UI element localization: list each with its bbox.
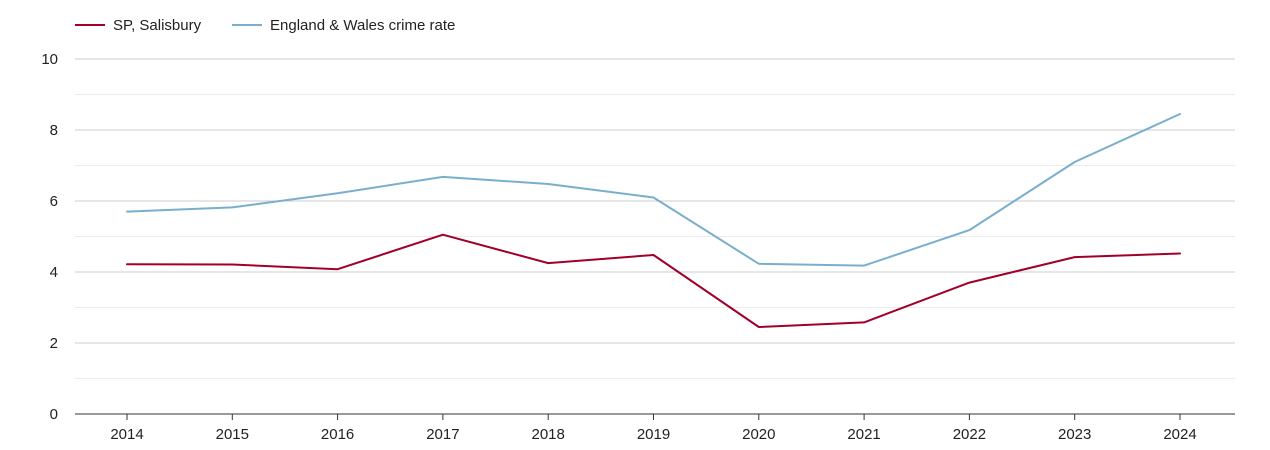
gridlines bbox=[75, 58, 1235, 379]
legend: SP, Salisbury England & Wales crime rate bbox=[75, 17, 455, 34]
series-layer bbox=[126, 113, 1181, 328]
legend-label-salisbury: SP, Salisbury bbox=[113, 17, 202, 34]
series-line-salisbury[interactable] bbox=[126, 233, 1181, 328]
x-tick-label: 2018 bbox=[532, 426, 565, 443]
x-tick-label: 2017 bbox=[426, 426, 459, 443]
legend-label-england-wales: England & Wales crime rate bbox=[270, 17, 455, 34]
legend-item-1[interactable]: England & Wales crime rate bbox=[232, 17, 455, 34]
series-line-england-wales[interactable] bbox=[126, 113, 1181, 267]
y-tick-label: 10 bbox=[41, 51, 58, 68]
x-tick-label: 2015 bbox=[216, 426, 249, 443]
x-tick-label: 2021 bbox=[847, 426, 880, 443]
x-tick-label: 2020 bbox=[742, 426, 775, 443]
y-axis: 0 2 4 6 8 10 bbox=[41, 51, 58, 423]
x-axis: 2014 2015 2016 2017 2018 2019 2020 2021 2022 2023… bbox=[75, 413, 1235, 443]
y-tick-label: 8 bbox=[50, 122, 58, 139]
x-tick-label: 2014 bbox=[110, 426, 143, 443]
x-tick-label: 2024 bbox=[1163, 426, 1196, 443]
x-tick-label: 2019 bbox=[637, 426, 670, 443]
x-tick-label: 2016 bbox=[321, 426, 354, 443]
x-tick-label: 2022 bbox=[953, 426, 986, 443]
y-tick-label: 2 bbox=[50, 335, 58, 352]
legend-item-0[interactable]: SP, Salisbury bbox=[75, 17, 202, 34]
y-tick-label: 0 bbox=[50, 406, 58, 423]
y-tick-label: 4 bbox=[50, 264, 58, 281]
x-tick-label: 2023 bbox=[1058, 426, 1091, 443]
y-tick-label: 6 bbox=[50, 193, 58, 210]
